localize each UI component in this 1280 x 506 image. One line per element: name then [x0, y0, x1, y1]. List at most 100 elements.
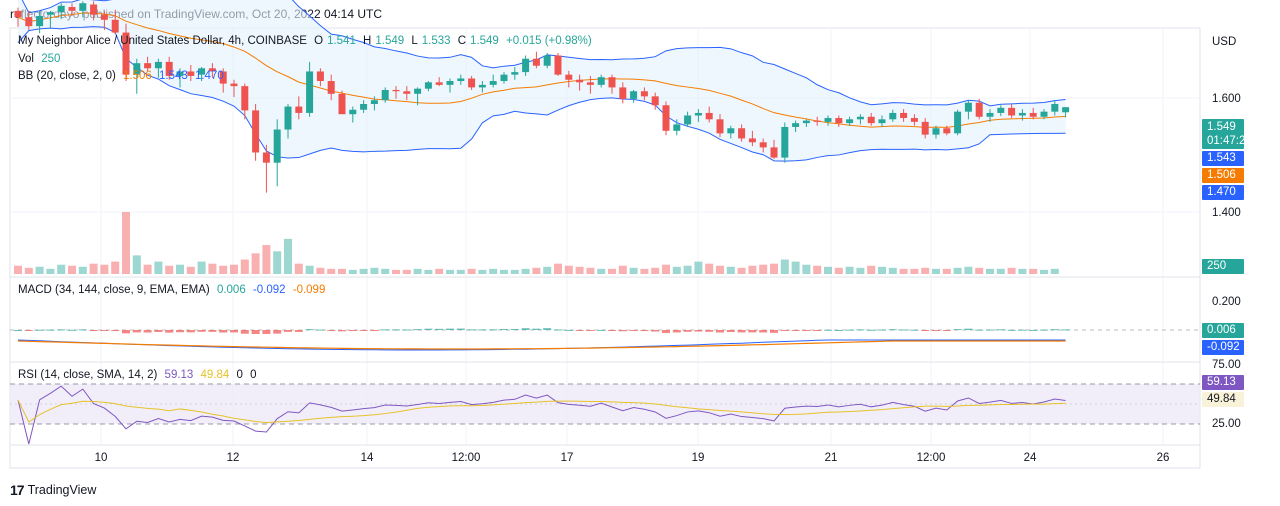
price-legend: My Neighbor Alice / United States Dollar…: [18, 35, 596, 47]
candle-body: [586, 82, 594, 85]
macd-hist-bar: [618, 330, 627, 332]
macd-hist-bar: [1040, 329, 1048, 331]
change-value: +0.015 (+0.98%): [506, 35, 592, 47]
volume-bar: [327, 268, 336, 274]
candle-body: [284, 106, 292, 130]
volume-bar: [1018, 268, 1027, 274]
bb-upper-badge: 1.543: [1202, 151, 1244, 166]
candle-body: [1008, 107, 1016, 116]
macd-hist-bar: [467, 329, 476, 331]
macd-badge: -0.092: [1202, 340, 1244, 355]
volume-bar: [381, 268, 390, 274]
bb-label: BB (20, close, 2, 0): [18, 70, 116, 82]
rsi-ma-badge: 49.84: [1202, 392, 1244, 407]
macd-hist-bar: [575, 330, 584, 331]
volume-bar: [370, 267, 379, 274]
macd-hist-bar: [402, 329, 411, 331]
macd-hist-bar: [68, 329, 76, 331]
macd-hist-bar: [316, 329, 325, 331]
macd-hist-bar: [89, 330, 98, 331]
macd-hist-bar: [186, 330, 195, 333]
volume-bar: [359, 268, 368, 274]
volume-bar: [705, 263, 714, 274]
candle-body: [457, 78, 465, 82]
bb-upper-value: 1.543: [158, 70, 188, 82]
volume-bar: [35, 266, 44, 274]
bb-basis-line: [17, 12, 1066, 128]
volume-bar: [413, 268, 422, 274]
volume-bar: [575, 266, 584, 274]
macd-hist-bar: [14, 330, 22, 331]
time-tick-label: 19: [692, 452, 705, 464]
volume-bar: [467, 268, 476, 274]
volume-bar: [672, 266, 681, 274]
macd-hist-bar: [46, 329, 55, 331]
macd-hist-bar: [564, 329, 573, 331]
time-tick-label: 21: [825, 452, 838, 464]
rsi-line: [17, 385, 1066, 445]
volume-bar: [197, 261, 206, 274]
macd-hist-bar: [348, 330, 357, 331]
macd-hist-bar: [435, 328, 444, 330]
volume-bar: [294, 263, 303, 274]
macd-hist-bar: [964, 328, 973, 330]
macd-hist-bar: [770, 330, 778, 333]
volume-bar: [802, 264, 811, 274]
macd-hist-bar: [629, 330, 638, 331]
candle-body: [316, 71, 324, 82]
price-tick-label: 1.400: [1212, 207, 1241, 219]
candle-body: [554, 55, 562, 75]
volume-bar: [402, 269, 411, 274]
time-tick-label: 26: [1157, 452, 1170, 464]
volume-bar: [424, 269, 433, 274]
symbol-title: My Neighbor Alice / United States Dollar…: [18, 35, 307, 47]
candle-body: [1040, 111, 1048, 117]
candle-body: [25, 17, 33, 27]
macd-hist-badge: 0.006: [1202, 323, 1244, 338]
macd-hist-bar: [802, 330, 811, 331]
candle-body: [327, 81, 335, 94]
candle-body: [219, 71, 227, 84]
macd-signal-line: [17, 340, 1066, 350]
volume-bar: [435, 268, 444, 274]
volume-bar: [942, 268, 951, 274]
volume-bar: [964, 266, 973, 274]
volume-bar: [14, 265, 22, 274]
candle-body: [835, 118, 843, 124]
macd-hist-bar: [24, 330, 33, 331]
volume-bar: [489, 268, 498, 274]
volume-badge: 250: [1202, 259, 1244, 274]
time-tick-label: 14: [361, 452, 374, 464]
macd-tick-label: 0.200: [1212, 296, 1241, 308]
macd-hist-bar: [543, 328, 552, 330]
macd-hist-bar: [716, 330, 724, 333]
candle-body: [414, 88, 422, 94]
rsi-ma-value: 49.84: [200, 369, 230, 381]
volume-bar: [24, 267, 33, 274]
volume-legend: Vol 250: [18, 53, 64, 65]
volume-bar: [543, 266, 552, 274]
volume-bar: [392, 269, 400, 274]
rsi-tick-label: 75.00: [1212, 359, 1241, 371]
macd-hist-bar: [759, 330, 768, 333]
volume-bar: [597, 268, 606, 274]
macd-hist-bar: [78, 329, 87, 331]
macd-hist-bar: [154, 330, 163, 332]
candle-body: [360, 104, 368, 110]
candle-body: [144, 63, 152, 69]
macd-hist-bar: [1007, 329, 1016, 331]
macd-label: MACD (34, 144, close, 9, EMA, EMA): [18, 284, 210, 296]
volume-bar: [240, 259, 249, 274]
bb-lower-line: [17, 26, 1066, 162]
macd-hist-value: 0.006: [216, 284, 246, 296]
footer[interactable]: 17 TradingView: [10, 482, 96, 498]
vol-value: 250: [41, 53, 61, 65]
volume-bar: [262, 245, 271, 274]
macd-hist-bar: [284, 330, 292, 332]
candle-body: [90, 4, 98, 15]
volume-bars: [14, 212, 1059, 274]
candle-body: [133, 63, 141, 75]
macd-hist-bar: [219, 330, 228, 333]
countdown-value: 01:47:21: [1207, 135, 1252, 147]
